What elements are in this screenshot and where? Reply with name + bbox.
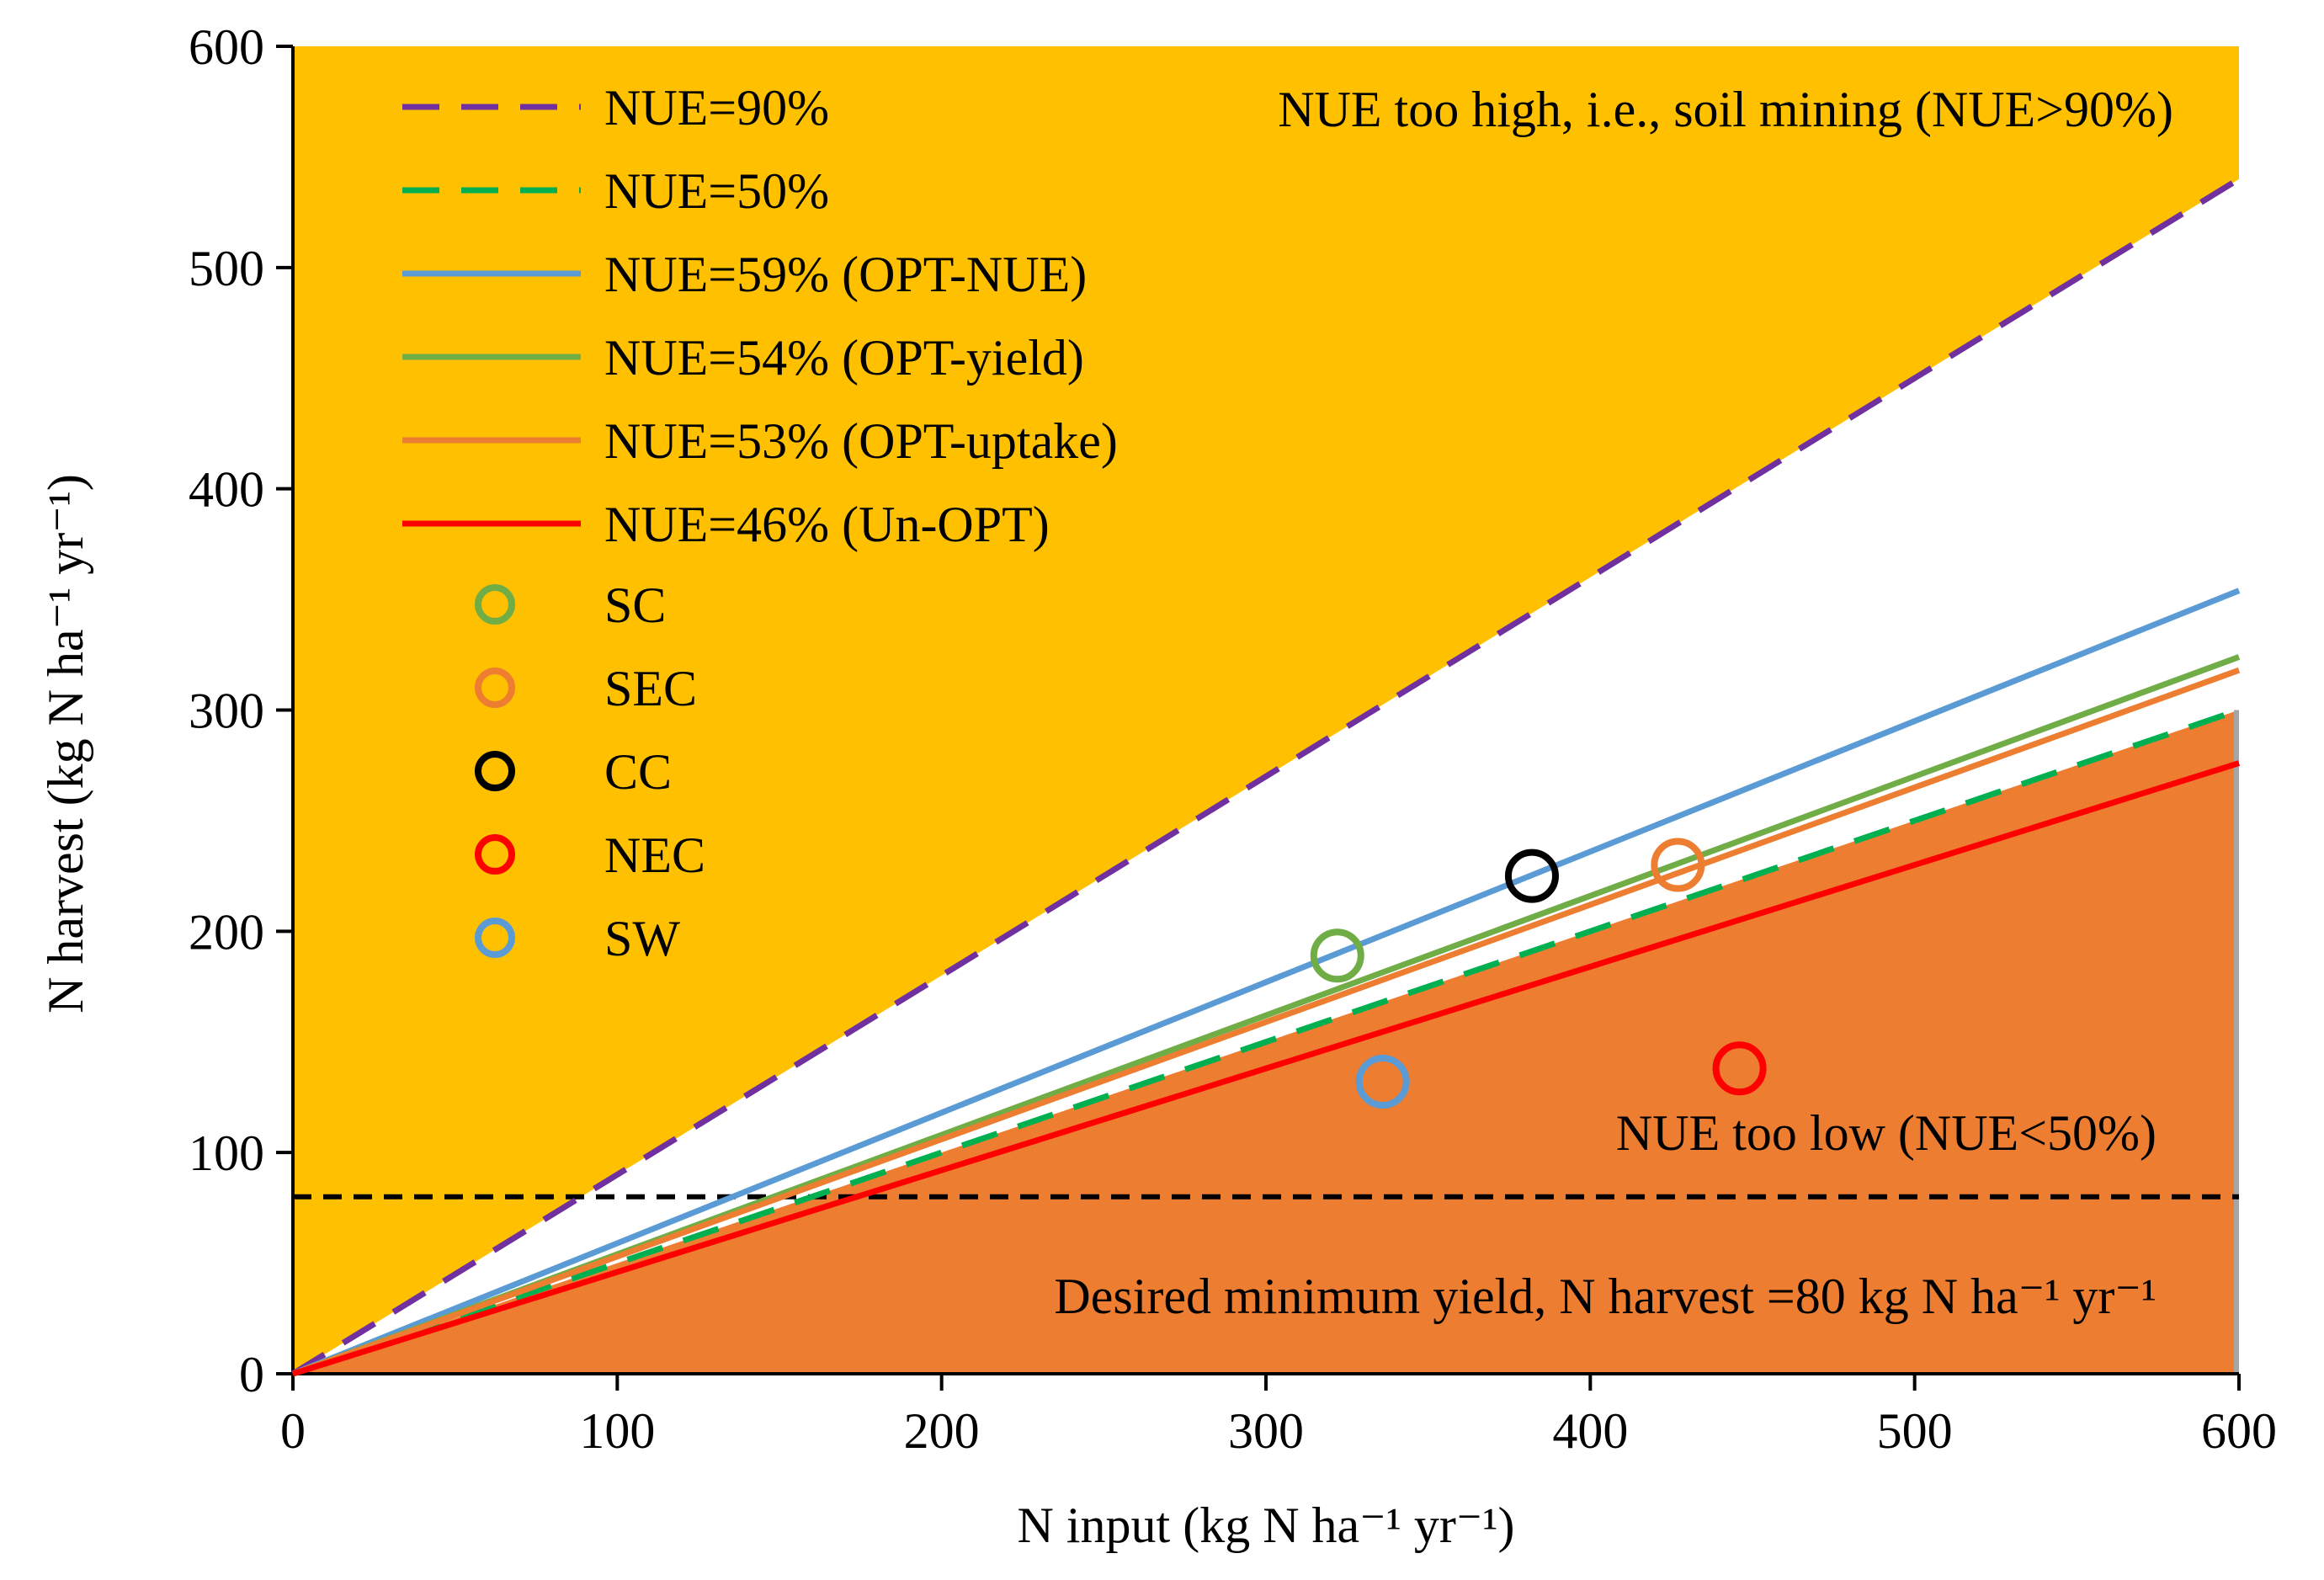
y-tick-label-600: 600 (189, 19, 264, 75)
x-tick-label-400: 400 (1552, 1403, 1628, 1459)
region-annotations: NUE too high, i.e., soil mining (NUE>90%… (1054, 82, 2173, 1324)
legend-label-nec: NEC (604, 827, 705, 883)
legend-marker-nec (475, 834, 515, 875)
x-tick-label-100: 100 (579, 1403, 655, 1459)
x-tick-label-200: 200 (904, 1403, 980, 1459)
legend-marker-sec (475, 668, 515, 708)
point-sc (1310, 928, 1364, 983)
line-nue-50 (291, 707, 2241, 1377)
x-axis-title: N input (kg N ha⁻¹ yr⁻¹) (1018, 1498, 1515, 1553)
legend-label-nue-54-opt-yield: NUE=54% (OPT-yield) (604, 330, 1084, 386)
point-sec (1651, 838, 1705, 892)
x-tick-label-500: 500 (1877, 1403, 1953, 1459)
legend-marker-cc (475, 751, 515, 791)
legend: NUE=90% NUE=50% NUE=59% (OPT-NUE) NUE=54% (… (402, 80, 1118, 966)
region-points (1310, 838, 1767, 1109)
y-tick-label-200: 200 (189, 904, 264, 960)
line-nue-90 (291, 176, 2241, 1376)
x-tick-label-300: 300 (1228, 1403, 1304, 1459)
y-tick-label-0: 0 (239, 1347, 264, 1402)
legend-label-nue-50: NUE=50% (604, 163, 829, 219)
y-tick-label-100: 100 (189, 1125, 264, 1181)
soil-mining-label: NUE too high, i.e., soil mining (NUE>90%… (1278, 82, 2173, 137)
soil-mining-region (293, 46, 2239, 1374)
line-nue-46-un-opt (291, 760, 2241, 1377)
legend-label-nue-59-opt-nue: NUE=59% (OPT-NUE) (604, 247, 1087, 302)
legend-marker-sw (475, 918, 515, 958)
legend-marker-sc (475, 584, 515, 625)
point-nec (1712, 1041, 1767, 1096)
legend-label-cc: CC (604, 744, 672, 800)
legend-label-nue-90: NUE=90% (604, 80, 829, 136)
line-nue-53-opt-uptake (291, 667, 2241, 1377)
line-nue-59-opt-nue (291, 588, 2241, 1377)
legend-label-sec: SEC (604, 661, 697, 716)
legend-label-nue-53-opt-uptake: NUE=53% (OPT-uptake) (604, 413, 1118, 469)
point-sw (1355, 1055, 1410, 1109)
legend-label-sc: SC (604, 577, 666, 633)
point-cc (1504, 849, 1559, 903)
chart-axes: 0 100 200 300 400 500 600 0 100 200 300 400 500 600 (189, 19, 2277, 1459)
x-tick-label-600: 600 (2201, 1403, 2277, 1459)
y-tick-label-400: 400 (189, 462, 264, 518)
min-yield-label: Desired minimum yield, N harvest =80 kg … (1054, 1269, 2156, 1324)
legend-label-sw: SW (604, 911, 680, 966)
legend-label-nue-46-un-opt: NUE=46% (Un-OPT) (604, 497, 1050, 552)
y-tick-label-500: 500 (189, 241, 264, 296)
nue-lines (291, 176, 2241, 1377)
y-axis-title: N harvest (kg N ha⁻¹ yr⁻¹) (38, 474, 93, 1013)
x-tick-label-0: 0 (280, 1403, 306, 1459)
y-tick-label-300: 300 (189, 684, 264, 739)
too-low-label: NUE too low (NUE<50%) (1616, 1105, 2156, 1161)
